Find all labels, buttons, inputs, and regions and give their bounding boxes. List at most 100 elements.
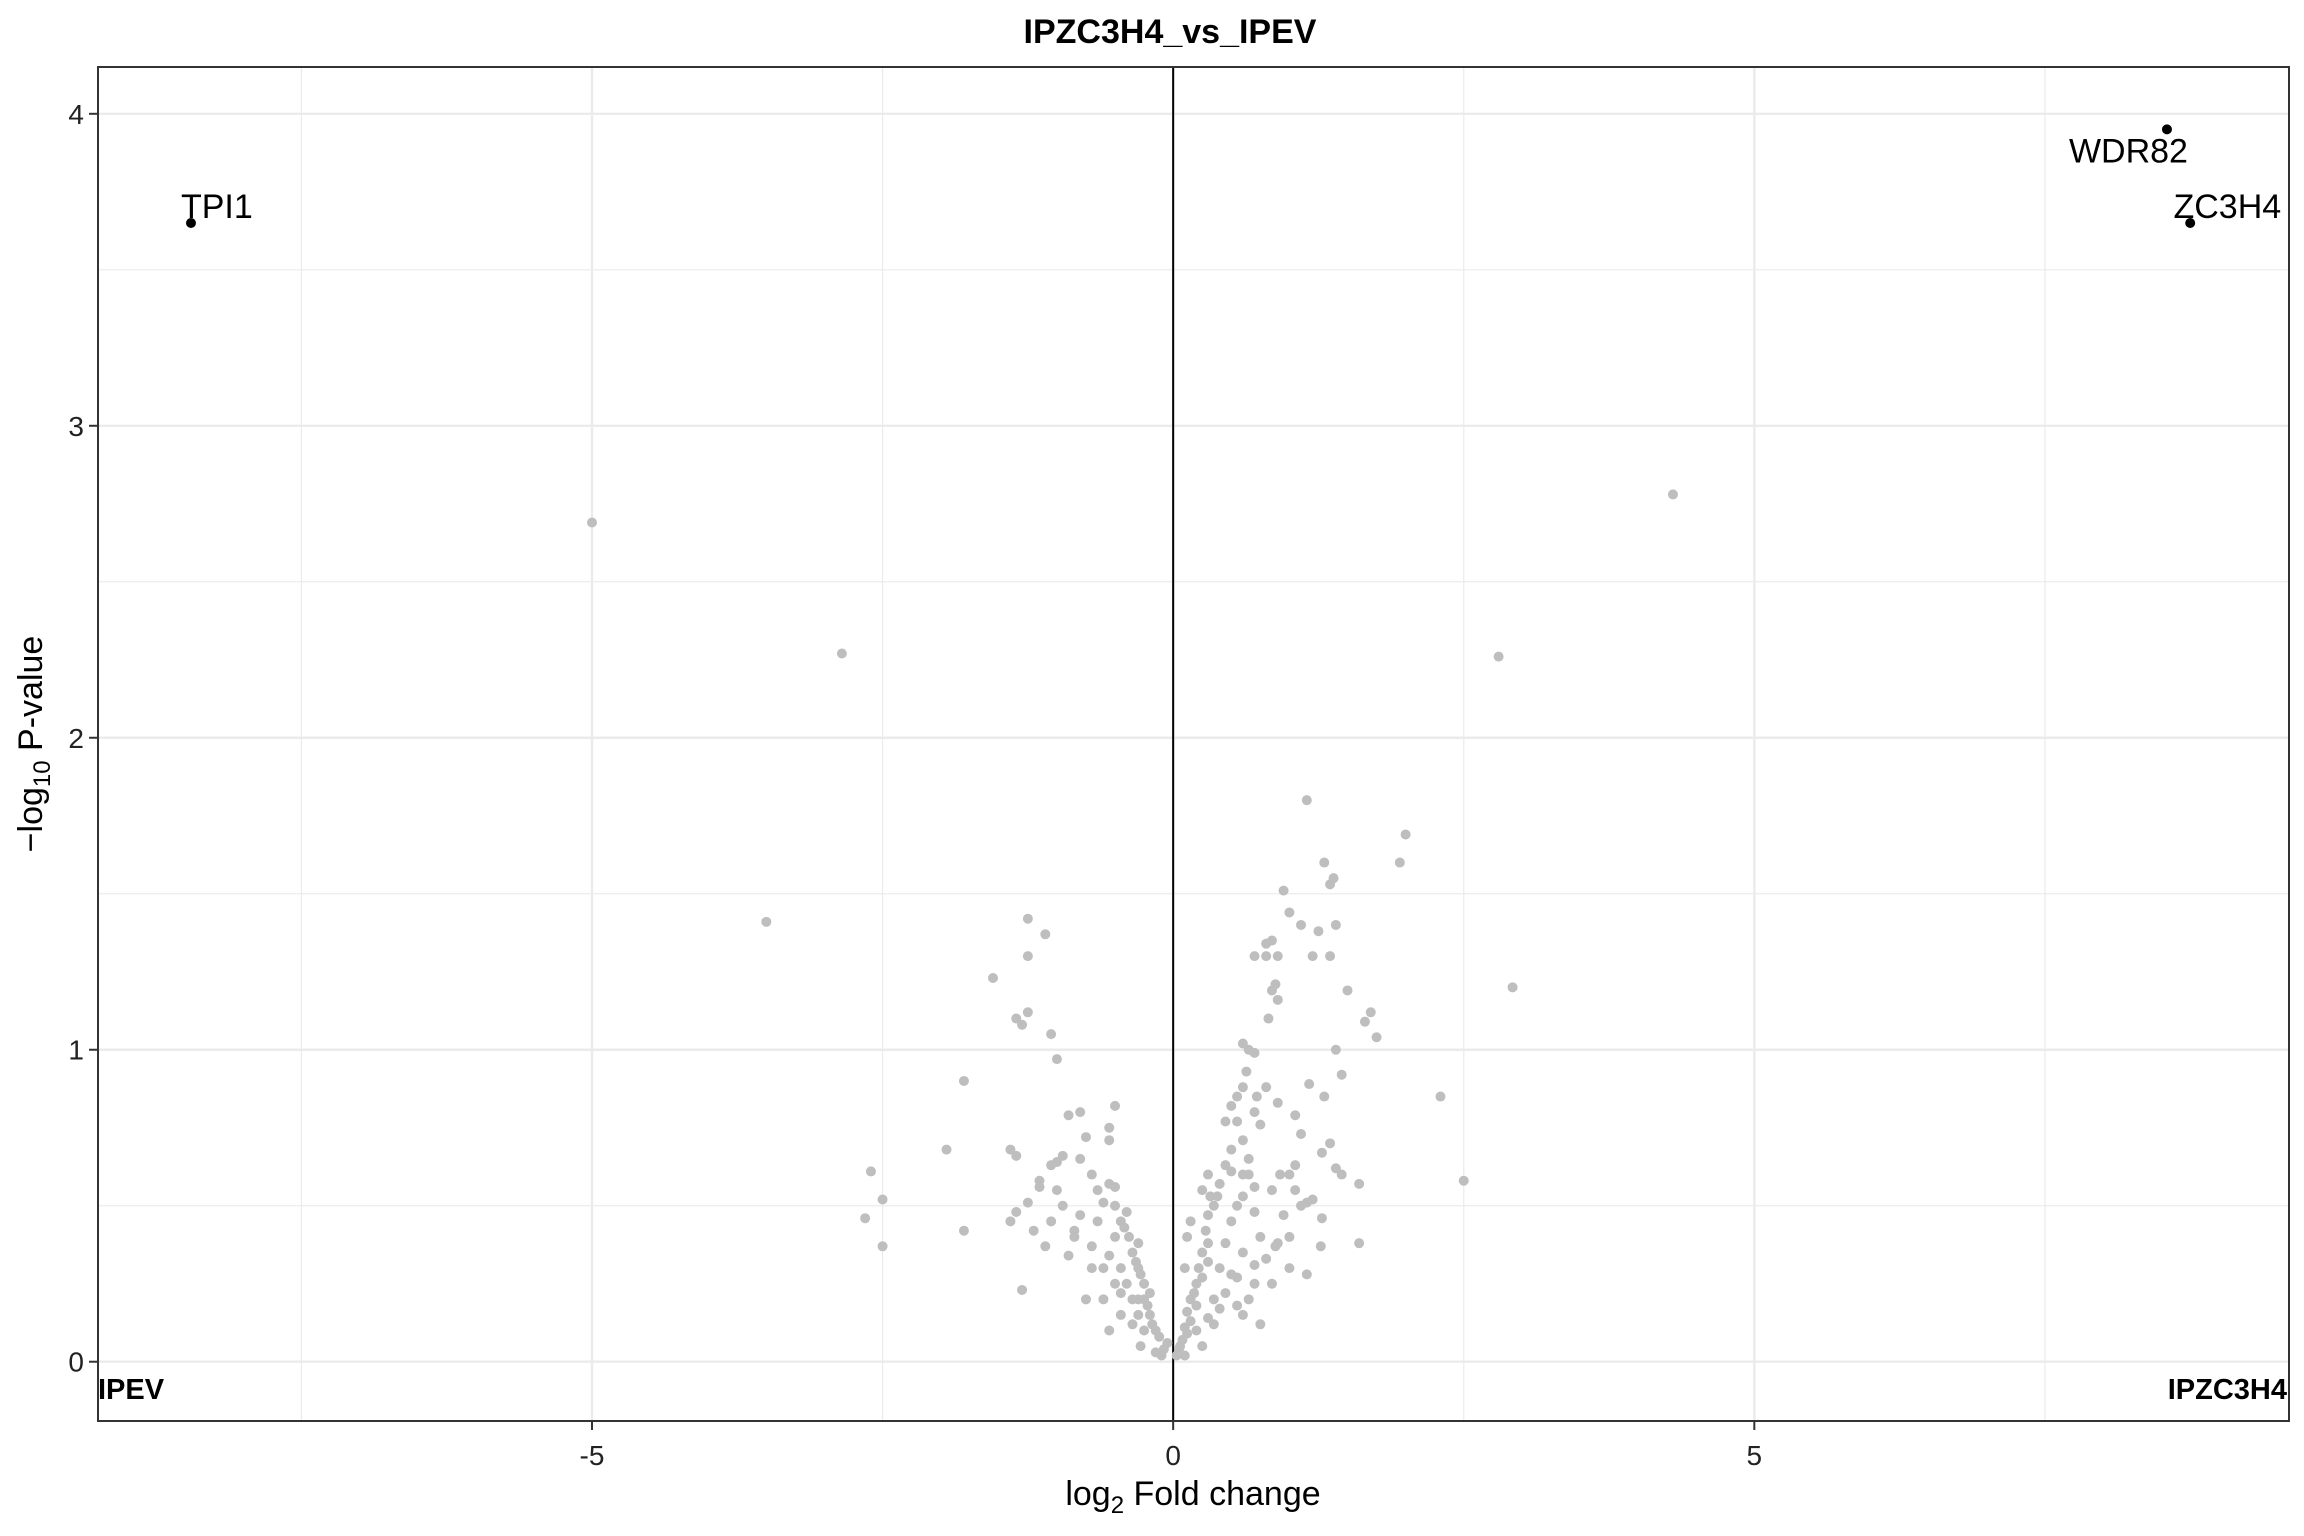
- data-point: [1290, 1110, 1301, 1121]
- data-point: [1354, 1178, 1365, 1189]
- data-point: [1319, 857, 1330, 868]
- data-point: [1179, 1350, 1190, 1361]
- data-point: [1133, 1238, 1144, 1249]
- data-point: [1493, 651, 1504, 662]
- data-point: [1034, 1175, 1045, 1186]
- data-point: [1284, 1263, 1295, 1274]
- data-point: [1330, 1044, 1341, 1055]
- data-point: [1237, 1135, 1248, 1146]
- data-point: [1086, 1169, 1097, 1180]
- data-point: [1203, 1169, 1214, 1180]
- data-point: [1226, 1216, 1237, 1227]
- data-point: [1115, 1309, 1126, 1320]
- data-point: [1171, 1350, 1182, 1361]
- data-point: [1123, 1231, 1134, 1242]
- background-points: [586, 489, 1678, 1361]
- data-point: [1040, 1241, 1051, 1252]
- data-point: [1214, 1263, 1225, 1274]
- data-point: [1057, 1200, 1068, 1211]
- data-point: [1005, 1216, 1016, 1227]
- data-point: [1290, 1185, 1301, 1196]
- data-point: [1255, 1319, 1266, 1330]
- data-point: [1325, 1138, 1336, 1149]
- data-point: [1266, 935, 1277, 946]
- data-point: [958, 1225, 969, 1236]
- data-point: [1022, 1197, 1033, 1208]
- data-point: [1214, 1303, 1225, 1314]
- data-point: [1104, 1135, 1115, 1146]
- data-point: [1296, 1128, 1307, 1139]
- data-point: [1272, 1097, 1283, 1108]
- data-point: [1092, 1216, 1103, 1227]
- data-point: [1121, 1206, 1132, 1217]
- data-point: [1301, 795, 1312, 806]
- data-point: [1208, 1319, 1219, 1330]
- data-point: [1354, 1238, 1365, 1249]
- data-point: [1121, 1278, 1132, 1289]
- data-point: [1255, 1231, 1266, 1242]
- data-point: [836, 648, 847, 659]
- data-point: [1135, 1341, 1146, 1352]
- y-axis-title: −log10 P-value: [12, 636, 56, 853]
- data-point: [1110, 1100, 1121, 1111]
- y-tick-label: 3: [68, 411, 84, 442]
- data-point: [1301, 1197, 1312, 1208]
- data-point: [1226, 1144, 1237, 1155]
- data-point: [1179, 1263, 1190, 1274]
- data-point: [586, 517, 597, 528]
- data-point: [1191, 1300, 1202, 1311]
- data-point: [1507, 982, 1518, 993]
- y-tick-label: 2: [68, 723, 84, 754]
- data-point: [1208, 1200, 1219, 1211]
- data-point: [1278, 885, 1289, 896]
- gene-label-zc3h4: ZC3H4: [2173, 188, 2281, 226]
- data-point: [1241, 1066, 1252, 1077]
- data-point: [1290, 1160, 1301, 1171]
- data-point: [1319, 1091, 1330, 1102]
- data-point: [1193, 1263, 1204, 1274]
- group-label-left: IPEV: [98, 1374, 165, 1406]
- data-point: [1086, 1263, 1097, 1274]
- data-point: [958, 1075, 969, 1086]
- data-point: [761, 916, 772, 927]
- data-point: [1232, 1200, 1243, 1211]
- data-point: [1325, 951, 1336, 962]
- data-point: [1080, 1132, 1091, 1143]
- data-point: [1278, 1210, 1289, 1221]
- data-point: [1316, 1147, 1327, 1158]
- data-point: [1110, 1278, 1121, 1289]
- data-point: [1185, 1216, 1196, 1227]
- data-point: [1104, 1250, 1115, 1261]
- data-point: [1249, 951, 1260, 962]
- data-point: [1075, 1107, 1086, 1118]
- data-point: [1261, 951, 1272, 962]
- y-tick-label: 4: [68, 99, 84, 130]
- data-point: [1435, 1091, 1446, 1102]
- data-point: [1266, 1278, 1277, 1289]
- data-point: [1284, 1169, 1295, 1180]
- data-point: [1243, 1294, 1254, 1305]
- data-point: [987, 972, 998, 983]
- data-point: [1232, 1116, 1243, 1127]
- data-point: [877, 1241, 888, 1252]
- data-point: [1313, 926, 1324, 937]
- data-point: [1249, 1182, 1260, 1193]
- data-point: [941, 1144, 952, 1155]
- data-point: [1394, 857, 1405, 868]
- data-point: [1162, 1338, 1173, 1349]
- data-point: [1251, 1091, 1262, 1102]
- data-point: [1017, 1284, 1028, 1295]
- data-point: [1139, 1278, 1150, 1289]
- gene-labels: WDR82 ZC3H4 TPI1: [181, 132, 2281, 226]
- data-point: [1330, 919, 1341, 930]
- data-point: [1272, 1238, 1283, 1249]
- data-point: [1255, 1119, 1266, 1130]
- data-point: [1046, 1160, 1057, 1171]
- data-point: [1115, 1263, 1126, 1274]
- data-point: [1232, 1300, 1243, 1311]
- highlight-point-tpi1: [185, 217, 196, 228]
- data-point: [1075, 1210, 1086, 1221]
- data-point: [1249, 1278, 1260, 1289]
- data-point: [1063, 1250, 1074, 1261]
- data-point: [1147, 1319, 1158, 1330]
